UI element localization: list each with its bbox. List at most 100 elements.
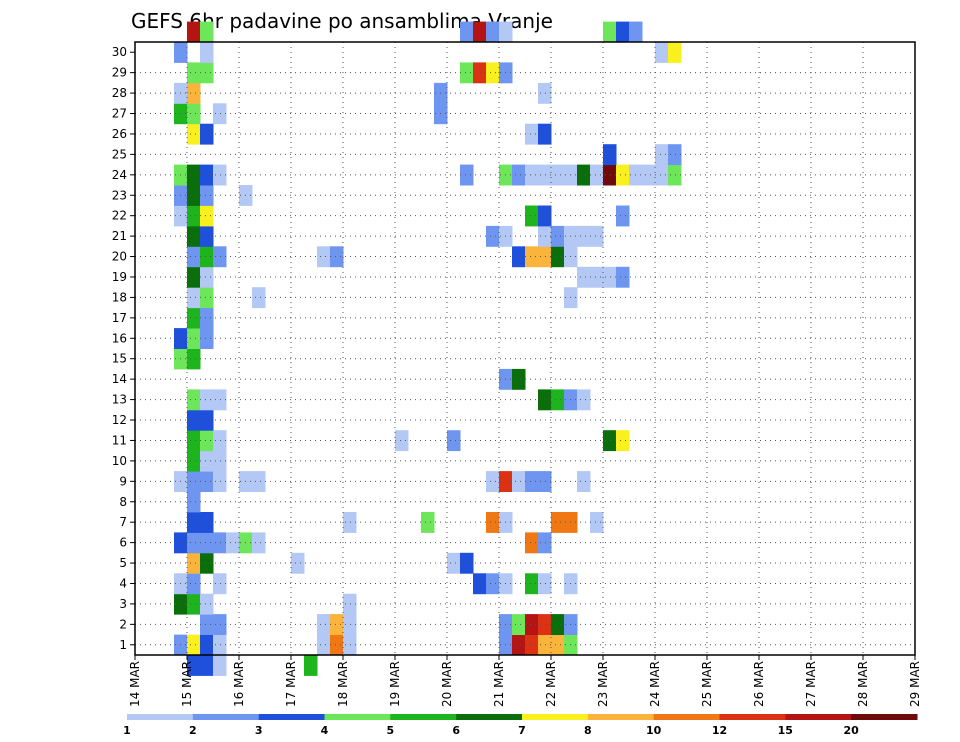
heatmap-cell bbox=[525, 123, 539, 145]
heatmap-cell bbox=[616, 430, 630, 452]
heatmap-cell bbox=[551, 246, 565, 268]
heatmap-cell bbox=[213, 164, 227, 186]
heatmap-cell bbox=[200, 164, 214, 186]
heatmap-cell bbox=[200, 205, 214, 227]
heatmap-cell bbox=[486, 512, 500, 533]
legend-swatch bbox=[390, 714, 457, 720]
heatmap-cell bbox=[213, 389, 227, 411]
legend-swatch bbox=[456, 714, 523, 720]
x-tick-label: 24 MAR bbox=[648, 661, 662, 707]
heatmap-cell bbox=[213, 471, 227, 492]
heatmap-cell bbox=[187, 389, 201, 411]
heatmap-cell bbox=[200, 450, 214, 472]
heatmap-cell bbox=[538, 389, 552, 411]
heatmap-cell bbox=[317, 246, 331, 268]
heatmap-cell bbox=[343, 593, 357, 615]
y-tick-label: 9 bbox=[119, 474, 127, 488]
heatmap-cell bbox=[200, 614, 214, 635]
heatmap-cell bbox=[538, 225, 552, 247]
heatmap-cell bbox=[668, 42, 682, 63]
heatmap-cell bbox=[460, 21, 474, 43]
heatmap-cell bbox=[499, 21, 513, 43]
y-tick-label: 22 bbox=[112, 209, 127, 223]
heatmap-cell bbox=[616, 21, 630, 43]
legend-label: 1 bbox=[123, 724, 131, 737]
x-tick-label: 22 MAR bbox=[544, 661, 558, 707]
heatmap-cell bbox=[538, 634, 552, 656]
x-tick-label: 20 MAR bbox=[440, 661, 454, 707]
legend-label: 15 bbox=[778, 724, 793, 737]
heatmap-cell bbox=[187, 491, 201, 513]
heatmap-cell bbox=[603, 430, 617, 452]
heatmap-cell bbox=[525, 634, 539, 656]
legend-label: 6 bbox=[452, 724, 460, 737]
y-tick-label: 14 bbox=[112, 372, 127, 386]
y-tick-label: 26 bbox=[112, 127, 127, 141]
heatmap-cell bbox=[200, 42, 214, 63]
y-tick-label: 2 bbox=[119, 617, 127, 631]
legend-label: 4 bbox=[321, 724, 329, 737]
heatmap-cell bbox=[525, 614, 539, 635]
legend-swatch bbox=[522, 714, 589, 720]
heatmap-cell bbox=[200, 185, 214, 206]
x-tick-label: 23 MAR bbox=[596, 661, 610, 707]
x-tick-label: 15 MAR bbox=[180, 661, 194, 707]
y-tick-label: 7 bbox=[119, 515, 127, 529]
heatmap-cell bbox=[642, 164, 656, 186]
legend-label: 8 bbox=[584, 724, 592, 737]
plot-frame bbox=[134, 41, 916, 656]
heatmap-cell bbox=[187, 430, 201, 452]
heatmap-cell bbox=[187, 123, 201, 145]
heatmap-cell bbox=[200, 389, 214, 411]
y-tick-label: 17 bbox=[112, 311, 127, 325]
heatmap-cell bbox=[603, 21, 617, 43]
heatmap-cell bbox=[200, 634, 214, 656]
y-tick-label: 19 bbox=[112, 270, 127, 284]
heatmap-cell bbox=[187, 328, 201, 349]
legend-label: 2 bbox=[189, 724, 197, 737]
heatmap-cell bbox=[317, 614, 331, 635]
legend-label: 12 bbox=[712, 724, 727, 737]
heatmap-cell bbox=[330, 246, 344, 268]
legend-swatch bbox=[192, 714, 260, 720]
heatmap-cell bbox=[538, 471, 552, 492]
legend-swatch bbox=[719, 714, 786, 720]
heatmap-cell bbox=[200, 307, 214, 329]
heatmap-cell bbox=[187, 246, 201, 268]
heatmap-cell bbox=[473, 62, 487, 84]
heatmap-cell bbox=[551, 164, 565, 186]
heatmap-cell bbox=[187, 205, 201, 227]
heatmap-cell bbox=[512, 164, 526, 186]
heatmap-cell bbox=[200, 287, 214, 309]
heatmap-cell bbox=[616, 164, 630, 186]
heatmap-cell bbox=[200, 62, 214, 84]
heatmap-cell bbox=[200, 123, 214, 145]
heatmap-cell bbox=[525, 573, 539, 595]
heatmap-cell bbox=[291, 552, 305, 574]
heatmap-cell bbox=[200, 225, 214, 247]
heatmap-cell bbox=[473, 21, 487, 43]
heatmap-cell bbox=[538, 205, 552, 227]
grid-lines bbox=[135, 42, 915, 655]
legend-swatch bbox=[258, 714, 325, 720]
heatmap-cell bbox=[187, 512, 201, 533]
heatmap-cell bbox=[512, 634, 526, 656]
heatmap-cell bbox=[200, 246, 214, 268]
heatmap-cell bbox=[213, 430, 227, 452]
legend-label: 5 bbox=[386, 724, 394, 737]
heatmap-cell bbox=[590, 164, 604, 186]
heatmap-cell bbox=[200, 266, 214, 288]
heatmap-cell bbox=[213, 634, 227, 656]
heatmap-cell bbox=[213, 655, 227, 676]
heatmap-cell bbox=[551, 389, 565, 411]
heatmap-cell bbox=[668, 144, 682, 166]
heatmap-cell bbox=[187, 655, 201, 676]
y-tick-label: 27 bbox=[112, 107, 127, 121]
legend-swatch bbox=[785, 714, 852, 720]
legend-label: 3 bbox=[255, 724, 263, 737]
heatmap-cell bbox=[525, 246, 539, 268]
heatmap-cell bbox=[525, 471, 539, 492]
heatmap-cell bbox=[590, 266, 604, 288]
y-tick-label: 11 bbox=[112, 433, 127, 447]
legend-swatch bbox=[127, 714, 194, 720]
